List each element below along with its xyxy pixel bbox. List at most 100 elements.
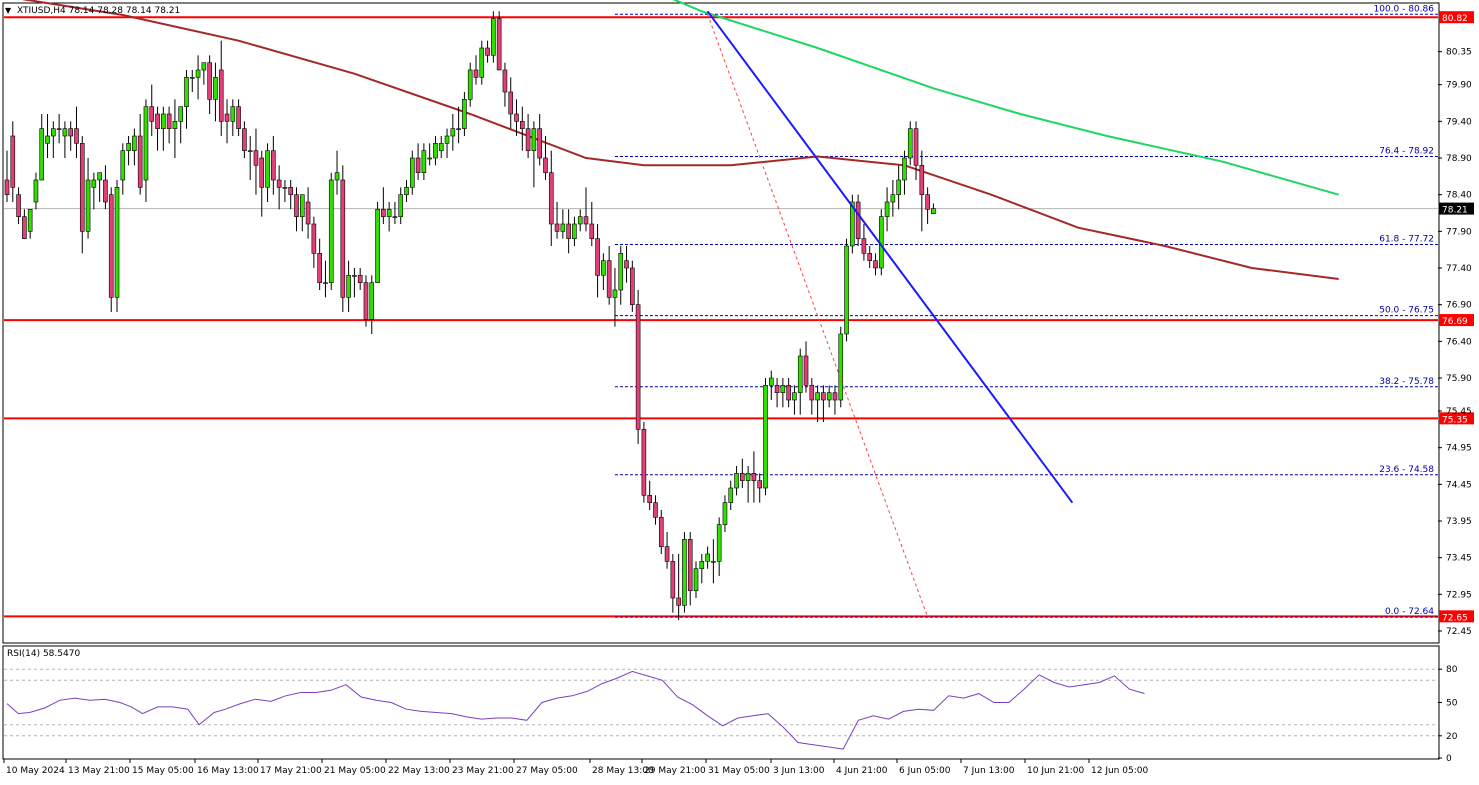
fib-level-label: 38.2 - 75.78 [1379,377,1434,387]
candle [670,554,676,613]
time-tick-label: 12 Jun 05:00 [1091,766,1148,776]
bear-candle-body [751,473,757,481]
candle [618,246,624,305]
candle [491,11,496,63]
candle [797,348,803,415]
price-tick-label: 76.40 [1446,337,1472,347]
candle [74,106,79,158]
time-tick-label: 28 May 13:00 [592,766,654,776]
candle [381,187,386,224]
candle [97,172,102,202]
candle [357,268,363,290]
time-tick-label: 10 May 2024 [6,766,65,776]
sr-price-tag [1439,412,1474,425]
bear-candle-body [155,113,160,129]
candle [363,275,369,327]
candle [207,55,212,114]
candle [699,554,705,584]
candle [166,106,172,144]
bull-candle-body [299,194,305,217]
time-tick-label: 16 May 13:00 [197,766,259,776]
candle [635,290,641,444]
time-tick-label: 29 May 21:00 [644,766,706,776]
price-tick-label: 80.35 [1446,48,1472,58]
bear-candle-body [271,150,276,181]
bear-candle-body [242,128,247,151]
bear-candle-body [103,179,108,203]
bear-candle-body [236,106,241,129]
sr-price-tag [1439,610,1474,623]
bull-candle-body [126,143,131,151]
candle [213,62,218,122]
bear-candle-body [647,495,652,503]
candle [288,180,294,210]
fib-level-label: 100.0 - 80.86 [1374,4,1435,14]
time-tick-label: 4 Jun 21:00 [836,766,888,776]
candle [716,517,722,576]
candle [873,253,878,276]
bear-candle-body [757,480,763,489]
candle [566,209,571,254]
bull-candle-body [531,128,537,151]
price-tick-label: 78.40 [1446,191,1472,201]
candle [815,385,820,422]
bull-candle-body [577,216,583,225]
bull-candle-body [27,209,33,232]
candle [531,121,537,188]
sr-price-label: 76.69 [1442,317,1468,327]
bull-candle-body [195,69,201,78]
candle [572,216,577,246]
candle [844,238,849,342]
bull-candle-body [601,260,606,276]
candle [137,114,143,195]
bull-candle-body [618,253,624,291]
price-tick-label: 74.95 [1446,444,1472,454]
bear-candle-body [687,539,693,591]
candle [85,158,91,239]
bear-candle-body [166,113,172,129]
bull-candle-body [479,47,485,78]
candle [22,209,27,239]
time-tick-label: 10 Jun 21:00 [1027,766,1084,776]
bear-candle-body [606,260,612,298]
bear-candle-body [10,135,16,188]
candle [195,55,201,100]
bull-candle-body [433,143,438,159]
current-price-label: 78.21 [1442,206,1468,216]
candle [902,150,907,195]
bear-candle-body [786,385,791,401]
candle [328,172,334,290]
candle [299,194,305,232]
bull-candle-body [902,157,907,181]
candle [172,99,178,158]
bull-candle-body [161,113,166,129]
candle [33,172,39,210]
candle [201,62,207,85]
time-tick-label: 23 May 21:00 [452,766,514,776]
candle [218,40,224,136]
bear-candle-body [79,143,85,232]
bear-candle-body [583,216,589,225]
fib-level-label: 23.6 - 74.58 [1379,465,1434,475]
current-price-tag [1439,202,1474,215]
bull-candle-body [728,487,734,503]
candle [606,246,612,305]
candle [803,341,809,393]
candle [508,77,514,129]
rsi-tick-label: 80 [1446,665,1458,675]
fib-level-label: 0.0 - 72.64 [1385,607,1434,617]
bull-candle-body [612,289,618,298]
candle [826,385,832,408]
candle [409,150,415,195]
bear-candle-body [537,128,542,159]
candle [161,106,166,151]
menu-triangle-icon[interactable]: ▼ [5,6,12,15]
bear-candle-body [595,238,600,276]
candle [294,187,299,232]
candle [62,121,68,158]
bear-candle-body [305,201,311,225]
bear-candle-body [855,201,861,239]
candle [682,532,687,613]
